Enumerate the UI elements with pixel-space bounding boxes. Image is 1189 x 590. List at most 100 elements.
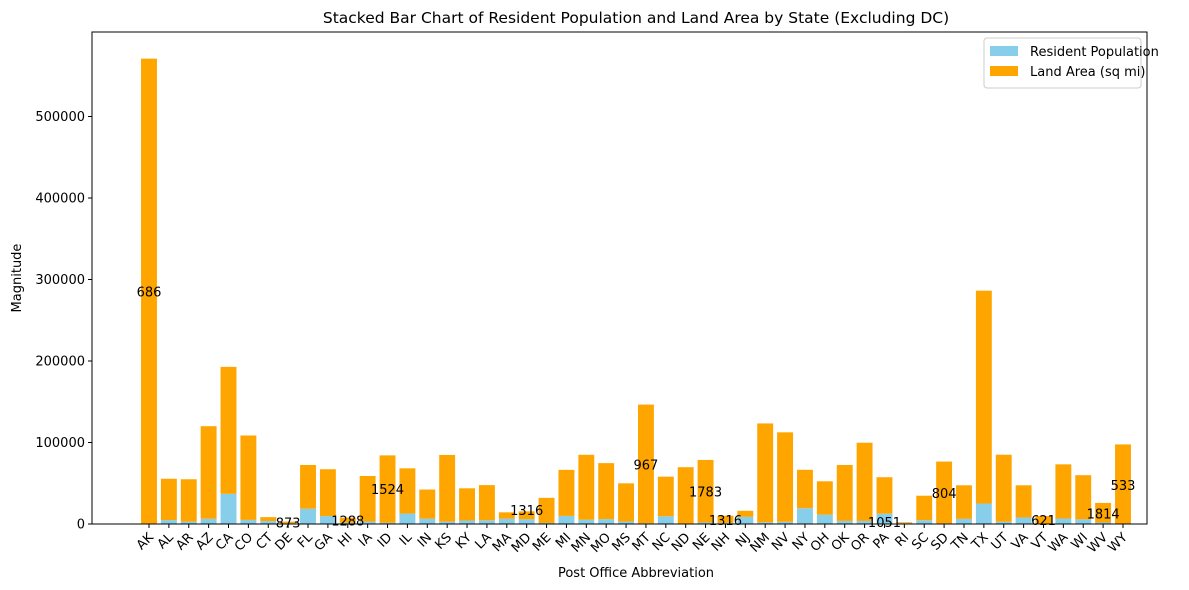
bar-land-area-mo <box>598 463 615 520</box>
bar-land-area-ar <box>180 479 197 522</box>
bar-land-area-ct <box>260 517 277 522</box>
bar-land-area-nh <box>717 515 734 523</box>
x-tick-label: WA <box>1046 530 1072 556</box>
bar-land-area-al <box>160 478 177 521</box>
x-tick-label: OR <box>848 530 872 554</box>
legend-swatch-population <box>990 46 1018 56</box>
annotation-sd: 804 <box>932 487 957 502</box>
y-axis: 0 100000 200000 300000 400000 500000 <box>35 110 92 533</box>
annotation-hi: 1288 <box>331 515 364 530</box>
bar-land-area-vt <box>1035 516 1052 524</box>
bar-land-area-oh <box>816 481 833 515</box>
bar-land-area-il <box>399 468 416 514</box>
bar-land-area-ri <box>896 522 913 524</box>
bar-land-area-tn <box>956 485 972 519</box>
bars-group <box>141 58 1131 524</box>
bar-land-area-md <box>518 511 535 520</box>
bar-population-nh <box>717 522 734 524</box>
bar-land-area-de <box>280 521 297 524</box>
x-tick-label: FL <box>295 530 317 552</box>
bar-land-area-ks <box>439 454 456 522</box>
bar-land-area-sc <box>916 495 933 521</box>
bar-population-ca <box>220 493 237 524</box>
bar-population-in <box>419 518 436 524</box>
bar-land-area-wy <box>1115 444 1131 524</box>
bar-land-area-ma <box>498 512 515 519</box>
bar-land-area-pa <box>876 477 893 514</box>
bar-land-area-tx <box>975 290 992 504</box>
x-tick-label: NH <box>709 530 733 554</box>
bar-land-area-nj <box>737 510 754 517</box>
x-axis-label: Post Office Abbreviation <box>558 566 714 581</box>
bar-population-nv <box>777 521 794 524</box>
bar-population-fl <box>300 508 316 524</box>
bar-land-area-mt <box>637 404 654 524</box>
legend-label-population: Resident Population <box>1030 45 1159 60</box>
bar-land-area-nv <box>777 432 794 522</box>
bar-population-mi <box>558 515 575 524</box>
bar-population-il <box>399 513 416 524</box>
bar-population-id <box>379 522 396 524</box>
x-tick-label: DE <box>272 530 296 554</box>
bar-population-va <box>1015 517 1032 524</box>
bar-land-area-sd <box>936 461 953 524</box>
bar-land-area-ia <box>359 476 376 522</box>
x-tick-label: GA <box>312 530 336 554</box>
x-tick-label: IN <box>415 530 435 550</box>
annotation-wy: 533 <box>1111 479 1136 494</box>
bar-population-mo <box>598 519 615 524</box>
annotation-ne: 1783 <box>689 485 722 500</box>
chart-title: Stacked Bar Chart of Resident Population… <box>323 9 949 27</box>
bar-population-ma <box>498 518 515 524</box>
annotation-ak: 686 <box>137 286 162 301</box>
bar-population-wi <box>1075 519 1092 524</box>
bar-population-md <box>518 519 535 524</box>
bar-population-ks <box>439 521 456 524</box>
bar-population-sc <box>916 520 933 524</box>
bar-land-area-ga <box>319 469 336 517</box>
bar-land-area-or <box>856 442 873 521</box>
bar-land-area-wv <box>1095 502 1112 523</box>
bar-land-area-ne <box>697 459 714 523</box>
bar-land-area-ky <box>459 488 475 521</box>
legend-swatch-land-area <box>990 66 1018 76</box>
bar-land-area-fl <box>300 464 316 509</box>
bar-population-ct <box>260 521 277 524</box>
annotation-pa: 1051 <box>868 516 901 531</box>
bar-land-area-nd <box>677 467 694 524</box>
annotation-wv: 1814 <box>1087 507 1120 522</box>
x-tick-label: HI <box>335 530 355 550</box>
bar-population-mn <box>578 519 595 524</box>
y-tick-label: 0 <box>77 518 85 533</box>
x-tick-label: KY <box>453 530 475 552</box>
bar-land-area-ny <box>797 469 813 509</box>
bar-land-area-nc <box>657 476 674 517</box>
plot-frame <box>91 31 1148 525</box>
bar-land-area-id <box>379 455 396 523</box>
bar-land-area-mi <box>558 469 575 516</box>
bar-population-hi <box>339 522 356 524</box>
x-tick-label: RI <box>892 530 912 550</box>
bar-population-pa <box>876 513 893 524</box>
bar-land-area-hi <box>339 517 356 523</box>
bar-land-area-in <box>419 489 436 519</box>
bar-land-area-co <box>240 435 257 520</box>
bar-population-wa <box>1055 518 1072 524</box>
bar-land-area-me <box>538 497 555 523</box>
bar-land-area-az <box>200 426 217 519</box>
bar-population-al <box>160 520 177 524</box>
bar-population-me <box>538 522 555 524</box>
x-tick-label: ME <box>530 530 554 554</box>
x-tick-label: IL <box>397 530 416 549</box>
bar-population-ga <box>319 516 336 524</box>
bar-population-az <box>200 518 217 524</box>
bar-population-ar <box>180 521 197 524</box>
y-axis-label: Magnitude <box>10 244 25 313</box>
annotation-nh: 1316 <box>709 514 742 529</box>
bar-land-area-nm <box>757 423 774 523</box>
x-tick-label: IA <box>356 530 376 550</box>
bar-population-la <box>478 520 495 524</box>
bar-land-area-ut <box>995 454 1012 522</box>
x-tick-label: PA <box>870 530 892 552</box>
